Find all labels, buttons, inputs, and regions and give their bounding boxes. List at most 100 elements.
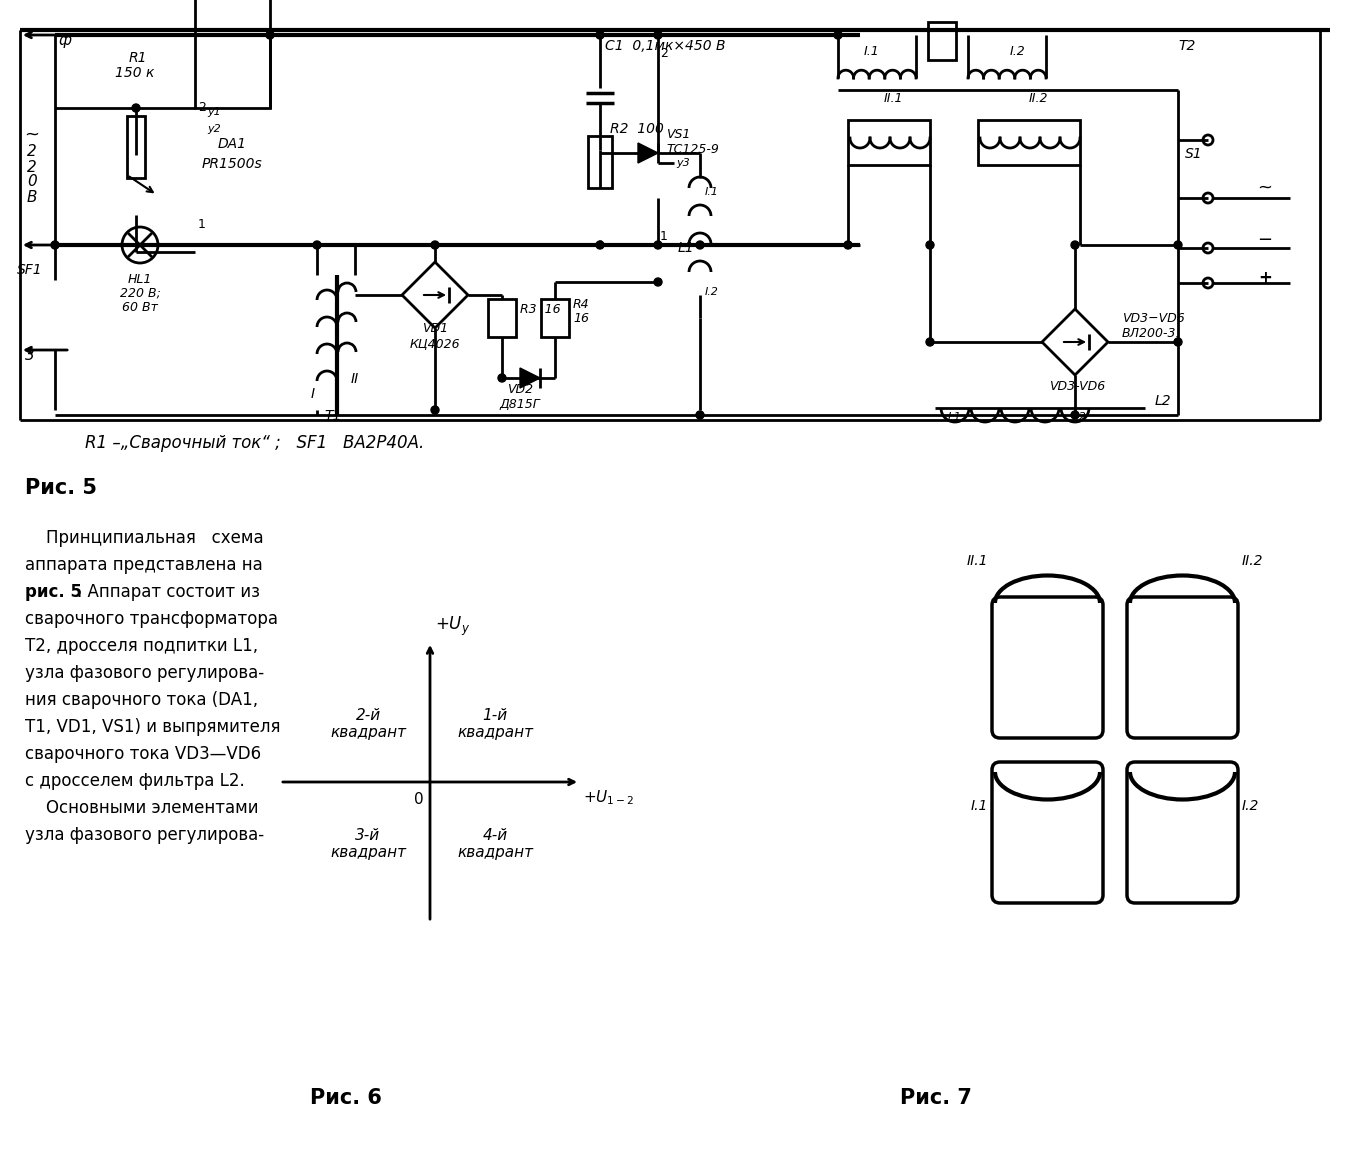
Circle shape (1202, 278, 1213, 288)
Circle shape (131, 248, 139, 256)
Text: C1  0,1мк×450 В: C1 0,1мк×450 В (605, 39, 726, 53)
Text: L1: L1 (678, 241, 695, 255)
Circle shape (1202, 135, 1213, 145)
Text: VD1: VD1 (422, 323, 448, 335)
Text: II.1: II.1 (967, 554, 988, 568)
Bar (927, 22, 956, 60)
Text: ~: ~ (1258, 179, 1273, 197)
Text: узла фазового регулирова-: узла фазового регулирова- (24, 664, 264, 682)
Text: 2: 2 (27, 159, 37, 174)
Text: R2  100: R2 100 (611, 122, 663, 136)
Circle shape (834, 31, 842, 39)
Circle shape (596, 31, 604, 39)
FancyBboxPatch shape (992, 761, 1104, 903)
Text: ВЛ200-3.: ВЛ200-3. (1122, 327, 1181, 340)
Text: I.2: I.2 (1010, 45, 1026, 58)
Text: +$U_у$: +$U_у$ (435, 615, 470, 638)
Text: R1: R1 (129, 51, 148, 65)
Circle shape (1202, 243, 1213, 253)
Bar (848, 120, 930, 165)
Circle shape (1071, 241, 1079, 249)
Text: 16: 16 (573, 312, 589, 325)
Circle shape (1174, 241, 1182, 249)
Text: I.2: I.2 (705, 287, 719, 297)
FancyBboxPatch shape (1127, 761, 1238, 903)
Circle shape (131, 104, 139, 112)
FancyBboxPatch shape (1127, 597, 1238, 738)
Text: ТС125-9: ТС125-9 (666, 143, 719, 156)
Text: с дросселем фильтра L2.: с дросселем фильтра L2. (24, 772, 245, 790)
Circle shape (265, 31, 274, 39)
Text: R1 –„Сварочный ток“ ;   SF1   ВА2Р40А.: R1 –„Сварочный ток“ ; SF1 ВА2Р40А. (85, 434, 424, 452)
Text: 60 Вт: 60 Вт (122, 301, 158, 314)
Text: II: II (351, 372, 359, 386)
Text: 150 к: 150 к (115, 66, 154, 79)
Text: 0: 0 (27, 174, 37, 189)
Circle shape (51, 241, 60, 249)
Text: 1: 1 (198, 218, 206, 232)
Text: 1: 1 (659, 230, 668, 243)
Text: I.2: I.2 (1242, 799, 1259, 813)
Text: 0: 0 (414, 793, 424, 808)
Text: II.1: II.1 (883, 92, 903, 105)
Text: 2-й
квадрант: 2-й квадрант (330, 707, 406, 741)
Circle shape (654, 31, 662, 39)
Text: сварочного трансформатора: сварочного трансформатора (24, 611, 278, 628)
Text: 2: 2 (198, 101, 206, 114)
Circle shape (654, 241, 662, 249)
Circle shape (431, 406, 439, 414)
Bar (978, 120, 1080, 165)
Text: I.1: I.1 (864, 45, 880, 58)
Text: аппарата представлена на: аппарата представлена на (24, 556, 263, 574)
Text: HL1: HL1 (127, 273, 152, 286)
Circle shape (1202, 194, 1213, 203)
Text: I.2: I.2 (1074, 412, 1087, 422)
Text: T2: T2 (1178, 39, 1196, 53)
Text: узла фазового регулирова-: узла фазового регулирова- (24, 826, 264, 844)
Text: +: + (1258, 270, 1271, 287)
Text: Рис. 5: Рис. 5 (24, 478, 97, 498)
Text: Основными элементами: Основными элементами (24, 799, 259, 817)
Text: I.1: I.1 (948, 412, 961, 422)
Text: у3: у3 (676, 158, 689, 168)
Text: у2: у2 (207, 124, 221, 134)
FancyBboxPatch shape (992, 597, 1104, 738)
Text: Д815Г: Д815Г (500, 397, 540, 411)
Circle shape (926, 338, 934, 346)
Text: R3  16: R3 16 (520, 303, 561, 316)
Text: R4: R4 (573, 298, 589, 311)
Text: В: В (27, 189, 38, 205)
Text: PR1500s: PR1500s (202, 157, 263, 170)
Text: 1-й
квадрант: 1-й квадрант (458, 707, 533, 741)
Text: VS1: VS1 (666, 128, 691, 141)
Text: VD3-VD6: VD3-VD6 (1049, 380, 1105, 393)
Text: Рис. 6: Рис. 6 (310, 1087, 382, 1108)
Circle shape (926, 241, 934, 249)
Text: 220 В;: 220 В; (119, 287, 160, 300)
Circle shape (313, 241, 321, 249)
Text: VD3−VD6: VD3−VD6 (1122, 312, 1185, 325)
Circle shape (696, 241, 704, 249)
Circle shape (498, 374, 506, 382)
Text: 2: 2 (659, 47, 668, 60)
Circle shape (1174, 338, 1182, 346)
Text: ния сварочного тока (DA1,: ния сварочного тока (DA1, (24, 691, 259, 708)
Text: II.2: II.2 (1028, 92, 1048, 105)
Text: ~: ~ (24, 126, 39, 144)
Text: L2: L2 (1155, 394, 1171, 408)
Text: II.2: II.2 (1242, 554, 1263, 568)
Text: рис. 5: рис. 5 (24, 583, 83, 601)
Text: Принципиальная   схема: Принципиальная схема (24, 529, 264, 547)
Text: сварочного тока VD3—VD6: сварочного тока VD3—VD6 (24, 745, 261, 763)
Text: 4-й
квадрант: 4-й квадрант (458, 828, 533, 861)
Text: −: − (1258, 232, 1273, 249)
Circle shape (654, 278, 662, 286)
Text: S1: S1 (1185, 147, 1202, 161)
Circle shape (844, 241, 852, 249)
Text: . Аппарат состоит из: . Аппарат состоит из (77, 583, 260, 601)
Text: у1: у1 (207, 107, 221, 118)
Text: +$U_{1-2}$: +$U_{1-2}$ (584, 788, 635, 806)
Text: I.1: I.1 (971, 799, 988, 813)
Text: T1, VD1, VS1) и выпрямителя: T1, VD1, VS1) и выпрямителя (24, 718, 280, 736)
Text: Т2, дросселя подпитки L1,: Т2, дросселя подпитки L1, (24, 637, 259, 655)
